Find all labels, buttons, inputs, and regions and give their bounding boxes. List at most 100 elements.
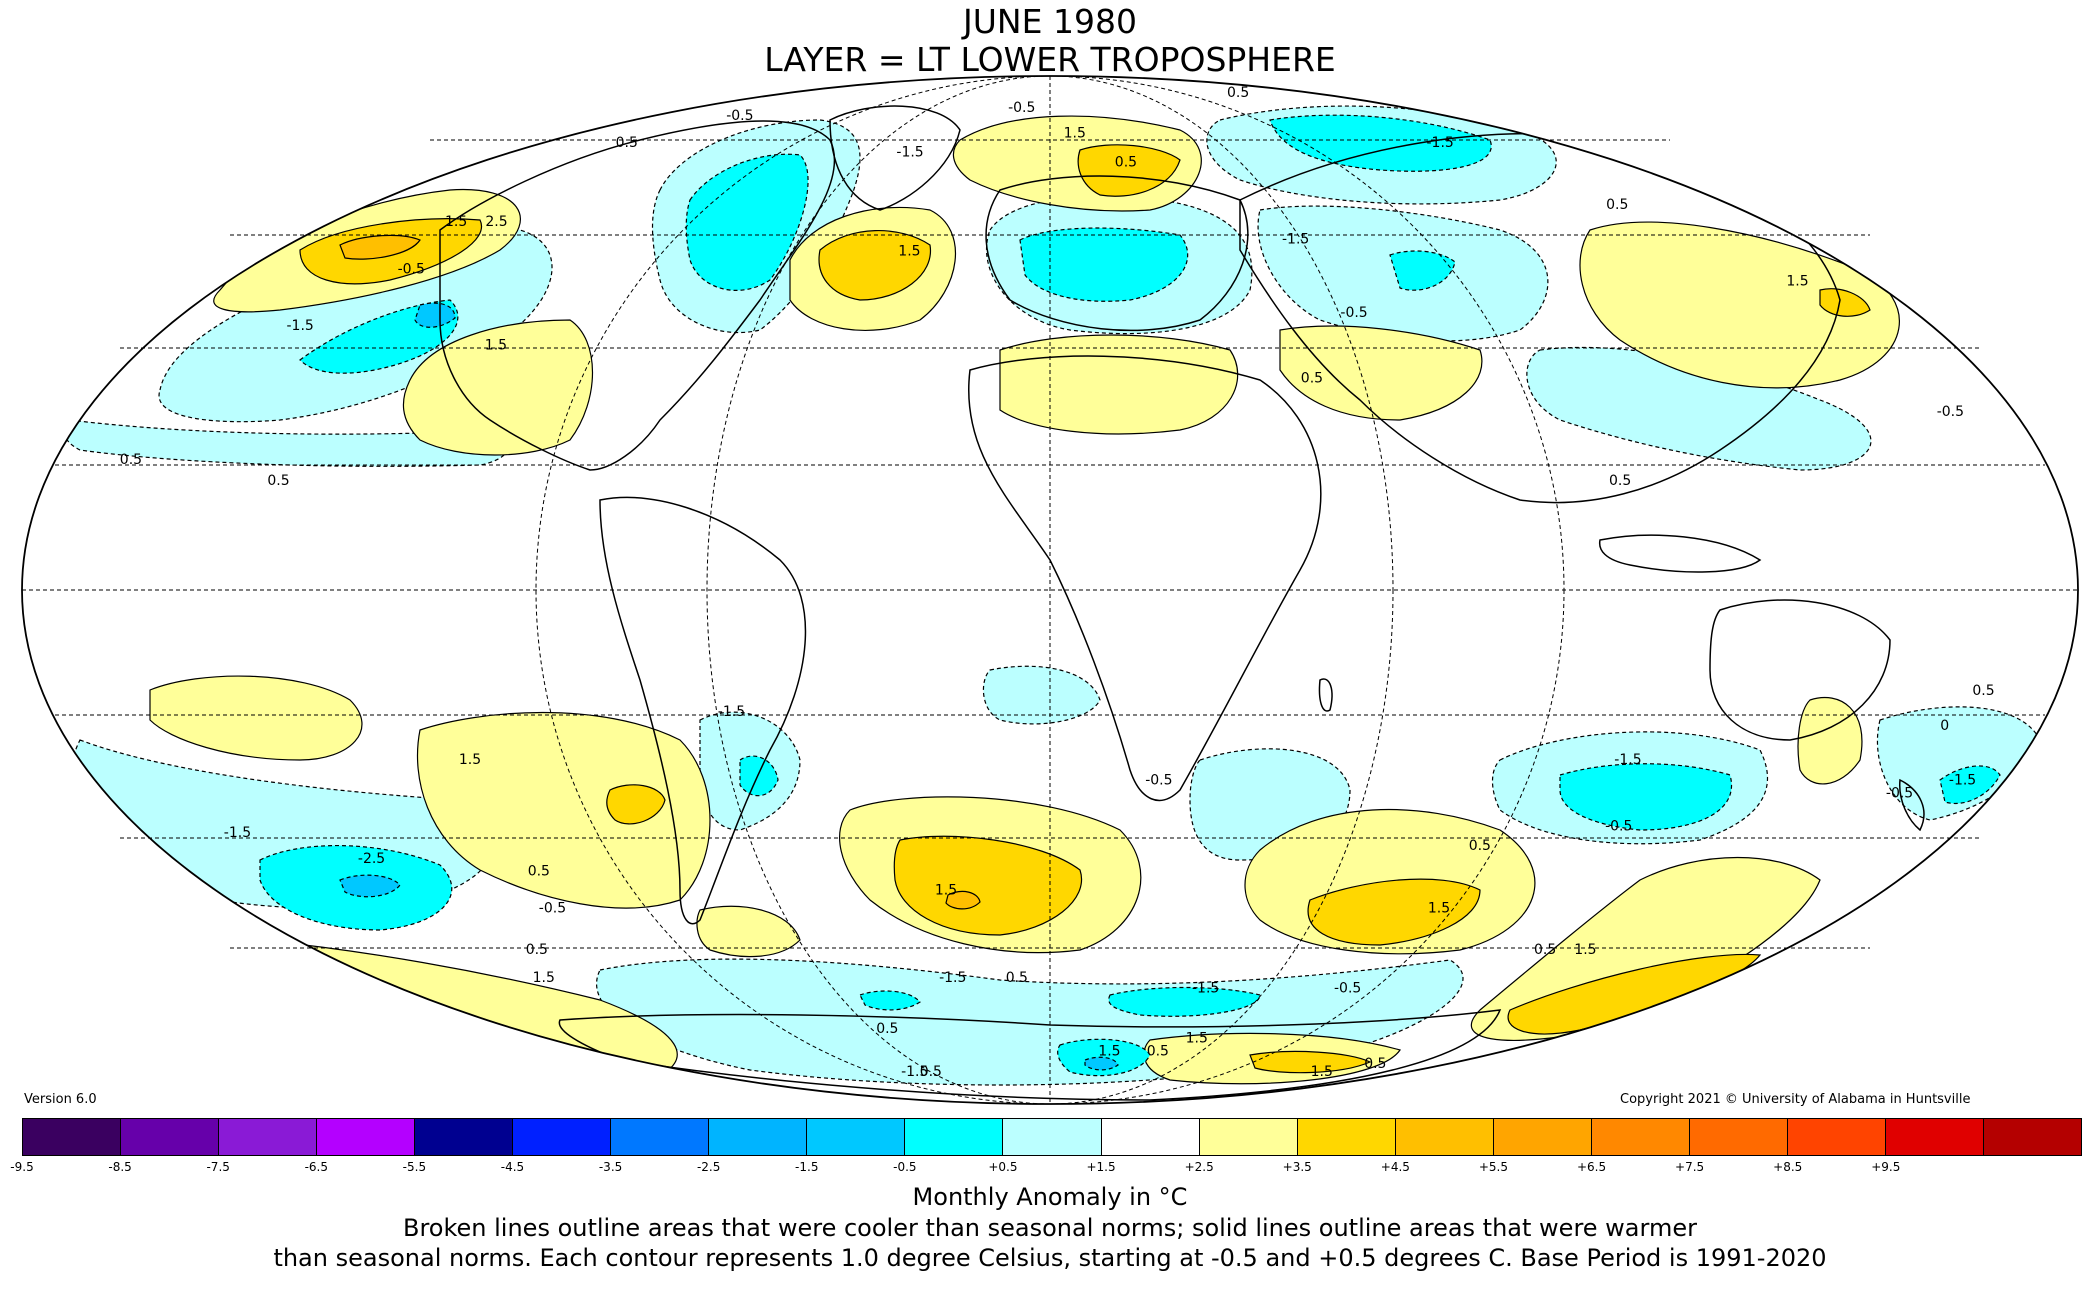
map-subtitle: LAYER = LT LOWER TROPOSPHERE (764, 40, 1336, 79)
contour-label: 0.5 (1364, 1056, 1386, 1072)
color-scale-cell (415, 1119, 514, 1155)
legend-note-line2: than seasonal norms. Each contour repres… (273, 1244, 1827, 1272)
strongest-cool-antarctic (1084, 1056, 1119, 1071)
warm-region-north-africa (999, 334, 1239, 435)
contour-label: -0.5 (1145, 772, 1172, 788)
australia-outline (1709, 599, 1891, 741)
contour-label: -1.5 (901, 1064, 928, 1080)
color-scale-label: Monthly Anomaly in °C (912, 1183, 1188, 1211)
contour-label: -0.5 (1340, 305, 1367, 321)
warm-region-east-siberia (1579, 221, 1900, 389)
color-scale-tick: +4.5 (1380, 1160, 1410, 1174)
color-scale-cell (905, 1119, 1004, 1155)
strong-warm-eastern-pacific (606, 784, 666, 825)
contour-label: 0.5 (267, 473, 289, 489)
contour-label: 1.5 (1428, 901, 1450, 917)
contour-label: 2.5 (485, 214, 507, 230)
contour-label: -1.5 (1282, 232, 1309, 248)
color-scale-tick: -0.5 (893, 1160, 917, 1174)
color-scale-cell (121, 1119, 220, 1155)
strongest-warm-eastern-pacific (945, 890, 981, 910)
strongest-cool-northeast-pacific (414, 302, 456, 328)
color-scale-tick: -1.5 (795, 1160, 819, 1174)
color-scale-cell (317, 1119, 416, 1155)
color-scale-cell (1101, 1119, 1200, 1155)
color-scale-cell (1297, 1119, 1396, 1155)
greenland-outline (829, 105, 961, 211)
strong-warm-scandinavia (1077, 144, 1181, 197)
color-scale-cell (1787, 1119, 1886, 1155)
strong-cool-southern-indian-ocean (1559, 763, 1733, 831)
strong-cool-north-america (685, 153, 809, 291)
strong-warm-indian-ocean (1307, 878, 1481, 946)
color-scale-tick: -4.5 (500, 1160, 525, 1174)
color-scale-cell (611, 1119, 710, 1155)
color-scale-cell (1395, 1119, 1494, 1155)
color-scale-cell (709, 1119, 808, 1155)
contour-label: 0.5 (1972, 683, 1994, 699)
strong-warm-antarctica (1249, 1050, 1372, 1074)
color-scale-cell (1983, 1119, 2081, 1155)
new-zealand-outline (1899, 778, 1925, 832)
contour-label: 0.5 (1227, 85, 1249, 101)
strong-warm-north-atlantic (818, 230, 931, 301)
contour-label: 0.5 (876, 1021, 898, 1037)
cool-region-south-atlantic (982, 665, 1101, 725)
contour-label: 0.5 (1469, 838, 1491, 854)
contour-label: -0.5 (398, 261, 425, 277)
contour-label: -0.5 (539, 901, 566, 917)
contour-label: 0.5 (1534, 942, 1556, 958)
contour-label: -1.5 (1949, 772, 1976, 788)
color-scale-tick: -8.5 (108, 1160, 132, 1174)
contour-label: 0.5 (1609, 473, 1631, 489)
strongest-cool-regions (339, 302, 1119, 1071)
color-scale-tick: +8.5 (1773, 1160, 1803, 1174)
contour-label: -0.5 (1605, 819, 1632, 835)
color-scale-cell (1493, 1119, 1592, 1155)
contour-label: -1.5 (1427, 135, 1454, 151)
color-scale-tick: -6.5 (304, 1160, 328, 1174)
europe-outline (985, 175, 1249, 332)
contour-label: -1.5 (224, 825, 251, 841)
strongest-warm-regions (339, 234, 981, 910)
color-scale-tick: -3.5 (598, 1160, 623, 1174)
color-scale-bar (22, 1118, 2082, 1156)
north-america-outline (439, 120, 836, 471)
color-scale-ticks: -9.5 -8.5 -7.5 -6.5 -5.5 -4.5 -3.5 -2.5 -1.5 -0.5… (0, 1160, 2100, 1180)
strong-cool-central-asia (1389, 250, 1456, 291)
contour-label: 1.5 (1098, 1044, 1120, 1060)
color-scale-tick: +5.5 (1478, 1160, 1508, 1174)
indonesia-outline (1598, 534, 1762, 573)
map-title: JUNE 1980 (963, 2, 1137, 41)
contour-label: -1.5 (287, 318, 314, 334)
contour-label: 1.5 (1311, 1064, 1333, 1080)
strong-cool-regions (259, 114, 2001, 1077)
color-scale-cell (513, 1119, 612, 1155)
strong-warm-east-asia (1819, 288, 1871, 317)
contour-label: 0.5 (120, 452, 142, 468)
contour-label: 1.5 (935, 882, 957, 898)
color-scale-cell (1003, 1119, 1102, 1155)
cool-region-tropical-pacific (62, 419, 511, 467)
color-scale-cell (219, 1119, 318, 1155)
version-label: Version 6.0 (24, 1092, 97, 1107)
strongest-cool-south-pacific (339, 874, 401, 898)
color-scale-cell (1885, 1119, 1984, 1155)
contour-label: -0.5 (1937, 404, 1964, 420)
contour-label: -2.5 (358, 851, 385, 867)
color-scale-cell (1591, 1119, 1690, 1155)
contour-label: 0.5 (920, 1064, 942, 1080)
contour-label: 0.5 (526, 942, 548, 958)
strong-warm-south-atlantic (893, 835, 1083, 936)
antarctica-outline (558, 1009, 1502, 1101)
strongest-warm-alaska (339, 234, 421, 260)
contour-label: 0 (1940, 718, 1949, 734)
warm-region-southern-south-america (696, 905, 801, 958)
strong-cool-southwest-pacific (1939, 765, 2001, 804)
contour-label: 1.5 (898, 243, 920, 259)
map-border (21, 75, 2079, 1105)
color-scale-tick: +2.5 (1184, 1160, 1214, 1174)
color-scale-tick: +0.5 (988, 1160, 1018, 1174)
color-scale-tick: +7.5 (1675, 1160, 1705, 1174)
